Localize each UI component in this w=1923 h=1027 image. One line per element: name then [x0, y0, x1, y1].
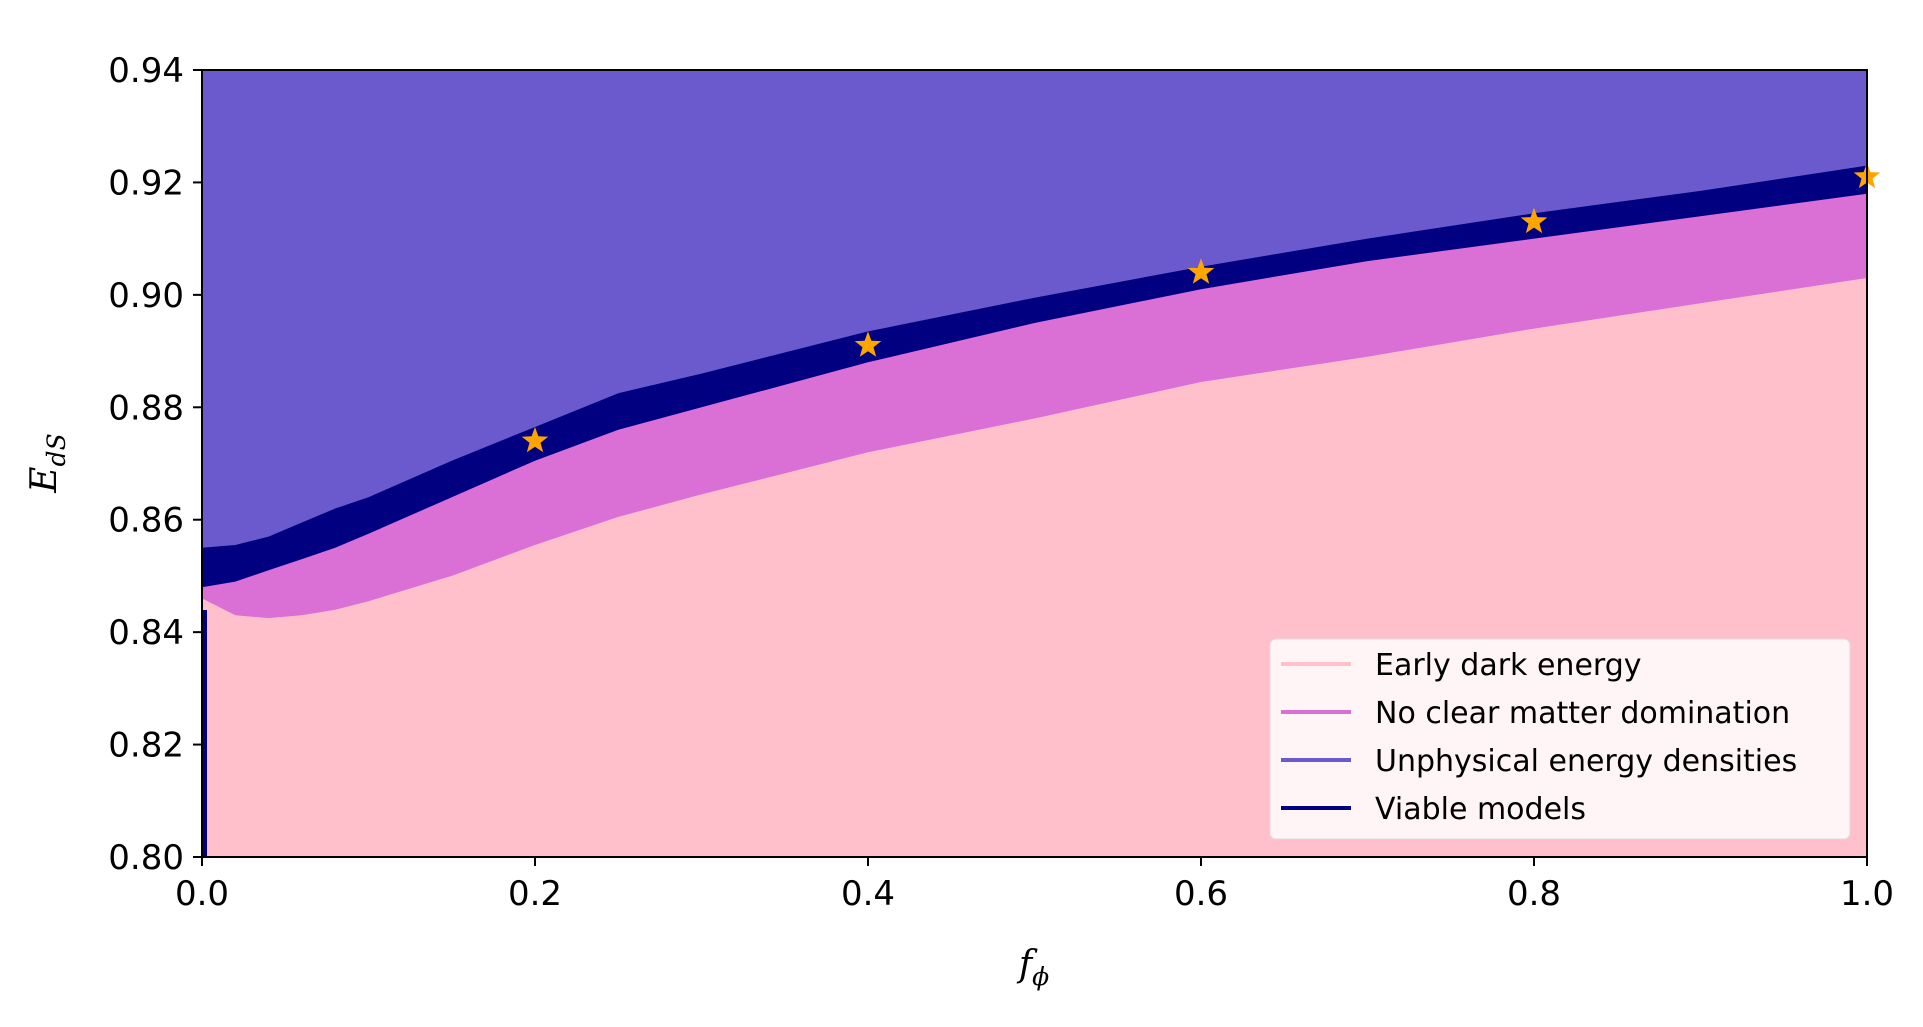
x-axis: 0.0 0.2 0.4 0.6 0.8 1.0	[175, 857, 1894, 914]
legend-label-no-clear-matter-domination: No clear matter domination	[1375, 696, 1790, 731]
x-tick-label: 0.6	[1174, 874, 1228, 914]
x-tick-label: 0.4	[841, 874, 895, 914]
y-tick-label: 0.82	[108, 726, 184, 766]
y-axis-label-main: E	[24, 466, 65, 493]
x-tick-label: 0.8	[1507, 874, 1561, 914]
x-axis-label: fϕ	[1016, 944, 1049, 991]
legend: Early dark energy No clear matter domina…	[1269, 638, 1851, 840]
y-tick-label: 0.92	[108, 163, 184, 203]
x-tick-label: 0.0	[175, 874, 229, 914]
y-tick-label: 0.84	[108, 613, 184, 653]
legend-label-early-dark-energy: Early dark energy	[1375, 648, 1642, 683]
legend-label-viable-models: Viable models	[1375, 792, 1586, 827]
star-marker	[1520, 207, 1548, 234]
star-marker	[854, 331, 882, 357]
x-tick-label: 1.0	[1840, 874, 1894, 914]
x-tick-label: 0.2	[508, 874, 562, 914]
y-axis: 0.80 0.82 0.84 0.86 0.88 0.90 0.92 0.94	[108, 51, 202, 878]
x-axis-label-sub: ϕ	[1032, 962, 1049, 991]
y-tick-label: 0.90	[108, 276, 184, 316]
y-tick-label: 0.86	[108, 501, 184, 541]
legend-label-unphysical-energy-densities: Unphysical energy densities	[1375, 744, 1797, 779]
viable-models-left-strip	[202, 610, 207, 857]
y-axis-label-sub: dS	[42, 433, 71, 466]
y-tick-label: 0.94	[108, 51, 184, 91]
star-marker	[1187, 258, 1215, 284]
plot-frame	[201, 69, 1868, 858]
y-tick-label: 0.80	[108, 838, 184, 878]
y-tick-label: 0.88	[108, 388, 184, 428]
star-marker	[521, 427, 549, 453]
legend-box	[1269, 638, 1851, 840]
y-axis-label: EdS	[24, 433, 71, 493]
